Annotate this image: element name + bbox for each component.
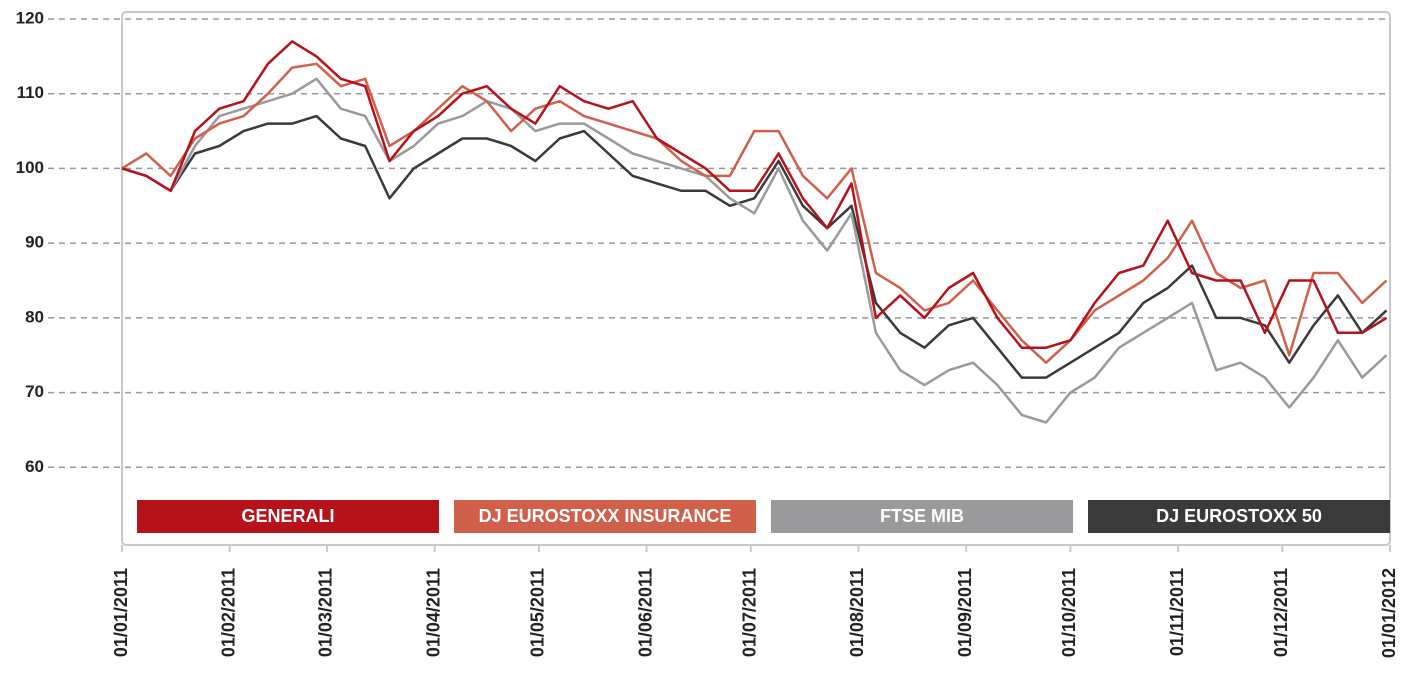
series-line [121, 114, 1388, 379]
x-tick-label: 01/07/2011 [740, 568, 760, 657]
legend-label: FTSE MIB [880, 506, 964, 526]
x-tick-label: 01/08/2011 [847, 568, 867, 657]
x-tick-label: 01/10/2011 [1059, 568, 1079, 657]
y-tick-label: 100 [16, 158, 44, 177]
x-tick-label: 01/09/2011 [955, 568, 975, 657]
x-tick-label: 01/11/2011 [1167, 568, 1187, 656]
y-tick-label: 120 [16, 8, 44, 27]
y-tick-label: 90 [25, 233, 44, 252]
x-tick-label: 01/12/2011 [1271, 568, 1291, 657]
x-tick-label: 01/01/2011 [111, 568, 131, 657]
series-line [121, 62, 1388, 364]
plot-frame [121, 11, 1391, 546]
legend-label: GENERALI [241, 506, 334, 526]
x-tick-label: 01/02/2011 [218, 568, 238, 657]
x-tick-label: 01/06/2011 [635, 568, 655, 657]
legend-swatch [137, 500, 439, 533]
x-tick-label: 01/01/2012 [1379, 568, 1399, 658]
y-tick-label: 70 [25, 382, 44, 401]
series-line [121, 40, 1388, 349]
legend-swatch [454, 500, 756, 533]
x-tick-label: 01/04/2011 [423, 568, 443, 657]
legend-label: DJ EUROSTOXX 50 [1156, 506, 1322, 526]
x-tick-label: 01/05/2011 [528, 568, 548, 657]
legend-label: DJ EUROSTOXX INSURANCE [479, 506, 732, 526]
legend-swatch [1088, 500, 1390, 533]
y-tick-label: 110 [17, 83, 44, 102]
y-tick-label: 80 [25, 307, 44, 326]
y-tick-label: 60 [25, 457, 44, 476]
x-tick-label: 01/03/2011 [316, 568, 336, 657]
legend-swatch [771, 500, 1073, 533]
series-line [121, 77, 1388, 424]
